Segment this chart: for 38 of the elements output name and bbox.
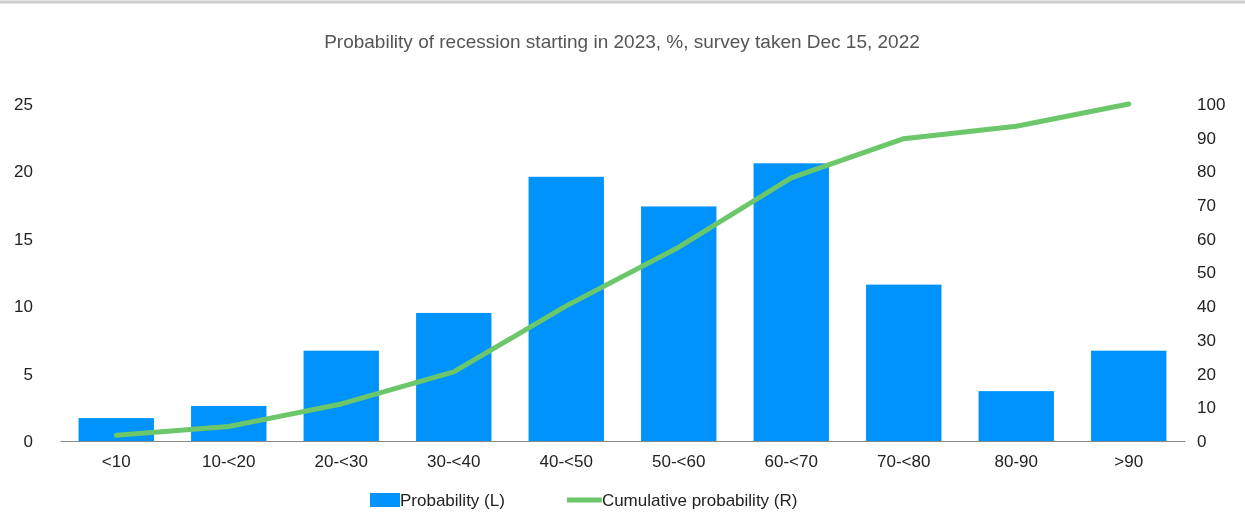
y-tick-label: 15 [14, 229, 33, 249]
x-tick-label: 20-<30 [314, 452, 368, 472]
x-tick-label: >90 [1114, 452, 1144, 472]
y2-tick-label: 60 [1197, 229, 1216, 249]
y2-tick-label: 20 [1197, 364, 1216, 384]
legend-label: Probability (L) [400, 491, 505, 510]
y2-tick-label: 10 [1197, 398, 1216, 418]
y2-tick-label: 40 [1197, 297, 1216, 317]
y2-tick-label: 80 [1197, 162, 1216, 182]
y2-tick-label: 30 [1197, 330, 1216, 350]
legend-label: Cumulative probability (R) [601, 491, 798, 510]
y2-tick-label: 70 [1197, 196, 1216, 216]
bar [1091, 350, 1167, 441]
y2-tick-label: 50 [1197, 263, 1216, 283]
y-tick-label: 10 [14, 297, 33, 317]
y2-tick-label: 100 [1197, 94, 1226, 114]
x-tick-label: 30-<40 [427, 452, 481, 472]
x-tick-label: 60-<70 [764, 452, 818, 472]
y2-tick-label: 90 [1197, 128, 1216, 148]
bar [416, 312, 492, 441]
bar [753, 163, 829, 441]
x-tick-label: 70-<80 [877, 452, 931, 472]
x-tick-label: 50-<60 [652, 452, 706, 472]
y-tick-label: 25 [14, 94, 33, 114]
x-tick-label: 10-<20 [202, 452, 256, 472]
bar [866, 284, 942, 441]
y-tick-label: 20 [14, 162, 33, 182]
chart-title: Probability of recession starting in 2023, %, survey taken Dec 15, 2022 [324, 31, 920, 52]
bar [978, 391, 1054, 441]
x-tick-label: <10 [101, 452, 131, 472]
y2-tick-label: 0 [1197, 431, 1207, 451]
y-tick-label: 0 [23, 431, 33, 451]
x-tick-label: 80-90 [994, 452, 1038, 472]
x-tick-label: 40-<50 [539, 452, 593, 472]
bar [641, 206, 717, 441]
bar [528, 176, 604, 441]
y-tick-label: 5 [23, 364, 33, 384]
bar [303, 350, 379, 441]
